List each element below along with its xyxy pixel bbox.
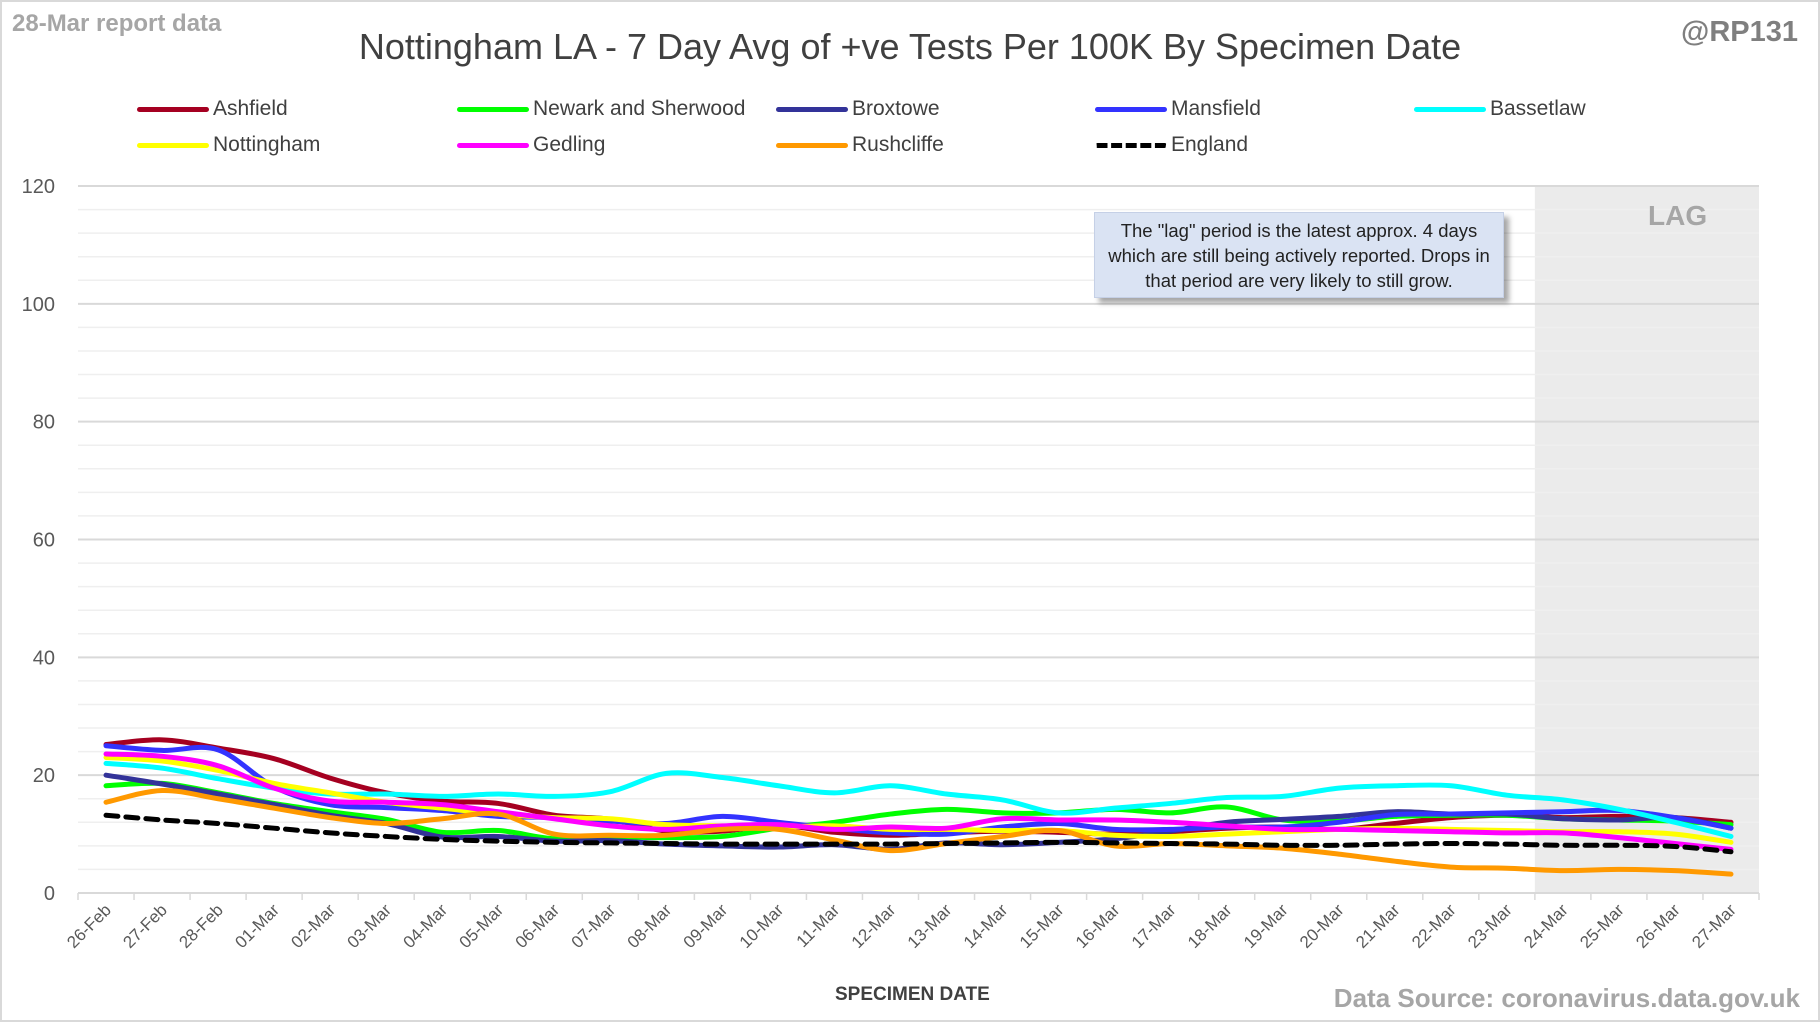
- y-tick-label: 40: [33, 647, 55, 669]
- legend-label: Bassetlaw: [1490, 97, 1586, 120]
- author-handle: @RP131: [1681, 16, 1798, 48]
- legend-item: Bassetlaw: [1414, 97, 1586, 121]
- series-line-mansfield: [103, 743, 1734, 837]
- legend-swatch: [1414, 106, 1486, 112]
- chart-title: Nottingham LA - 7 Day Avg of +ve Tests P…: [358, 26, 1462, 67]
- x-tick-label: 23-Mar: [1464, 900, 1516, 952]
- x-tick-label: 07-Mar: [568, 900, 620, 952]
- report-date: 28-Mar report data: [12, 10, 222, 37]
- legend-item: Ashfield: [137, 97, 288, 121]
- data-source: Data Source: coronavirus.data.gov.uk: [1333, 983, 1800, 1013]
- x-tick-label: 22-Mar: [1408, 900, 1460, 952]
- legend-swatch: [776, 142, 848, 148]
- legend-label: Rushcliffe: [852, 133, 944, 156]
- y-tick-label: 80: [33, 412, 55, 434]
- legend-label: Gedling: [533, 133, 606, 156]
- x-tick-label: 21-Mar: [1352, 900, 1404, 952]
- legend-item: Mansfield: [1095, 97, 1261, 121]
- series-line-england: [103, 812, 1734, 855]
- legend-swatch: [1095, 106, 1167, 112]
- x-tick-label: 27-Mar: [1688, 900, 1740, 952]
- gridlines: [78, 185, 1759, 871]
- legend-item: Nottingham: [137, 133, 320, 157]
- x-tick-label: 16-Mar: [1072, 900, 1124, 952]
- series-line-bassetlaw: [103, 760, 1734, 839]
- x-axis-title: SPECIMEN DATE: [835, 984, 990, 1005]
- x-tick-label: 17-Mar: [1128, 900, 1180, 952]
- series-line-gedling: [103, 751, 1734, 852]
- y-tick-label: 0: [44, 883, 55, 905]
- x-tick-label: 26-Feb: [63, 900, 115, 952]
- lag-label: LAG: [1648, 200, 1708, 231]
- y-tick-label: 100: [22, 294, 55, 316]
- legend-item: England: [1095, 133, 1248, 157]
- x-tick-label: 18-Mar: [1184, 900, 1236, 952]
- x-tick-label: 04-Mar: [400, 900, 452, 952]
- x-tick-label: 19-Mar: [1240, 900, 1292, 952]
- legend-item: Newark and Sherwood: [457, 97, 745, 121]
- legend-item: Gedling: [457, 133, 605, 157]
- y-tick-label: 20: [33, 765, 55, 787]
- legend-label: England: [1171, 133, 1249, 156]
- legend-swatch: [457, 106, 529, 112]
- x-tick-label: 05-Mar: [456, 900, 508, 952]
- x-tick-label: 11-Mar: [793, 900, 844, 951]
- series-line-rushcliffe: [103, 787, 1734, 877]
- legend-swatch: [776, 106, 848, 112]
- x-tick-label: 24-Mar: [1520, 900, 1572, 952]
- x-tick-label: 08-Mar: [624, 900, 676, 952]
- x-tick-label: 27-Feb: [119, 900, 171, 952]
- y-tick-label: 60: [33, 530, 55, 552]
- x-tick-label: 20-Mar: [1296, 900, 1348, 952]
- x-tick-label: 26-Mar: [1632, 900, 1684, 952]
- legend-item: Rushcliffe: [776, 133, 944, 157]
- x-tick-label: 10-Mar: [736, 900, 788, 952]
- legend-swatch: [137, 142, 209, 148]
- legend-label: Newark and Sherwood: [533, 97, 746, 120]
- legend-swatch: [1095, 142, 1167, 148]
- x-tick-label: 15-Mar: [1016, 900, 1068, 952]
- x-tick-label: 25-Mar: [1576, 900, 1628, 952]
- y-tick-label: 120: [22, 176, 55, 198]
- legend-swatch: [457, 142, 529, 148]
- legend-label: Broxtowe: [852, 97, 940, 120]
- series-lines: [103, 737, 1734, 877]
- legend-item: Broxtowe: [776, 97, 940, 121]
- x-tick-label: 01-Mar: [231, 900, 283, 952]
- x-tick-label: 13-Mar: [904, 900, 956, 952]
- x-tick-label: 02-Mar: [287, 900, 339, 952]
- legend-label: Nottingham: [213, 133, 321, 156]
- lag-annotation-box: The "lag" period is the latest approx. 4…: [1094, 212, 1504, 298]
- legend-swatch: [137, 106, 209, 112]
- x-tick-label: 28-Feb: [175, 900, 227, 952]
- x-tick-label: 03-Mar: [343, 900, 395, 952]
- x-tick-label: 09-Mar: [680, 900, 732, 952]
- legend-label: Ashfield: [213, 97, 288, 120]
- x-tick-label: 14-Mar: [960, 900, 1012, 952]
- x-tick-label: 06-Mar: [512, 900, 564, 952]
- legend-label: Mansfield: [1171, 97, 1261, 120]
- x-tick-label: 12-Mar: [848, 900, 900, 952]
